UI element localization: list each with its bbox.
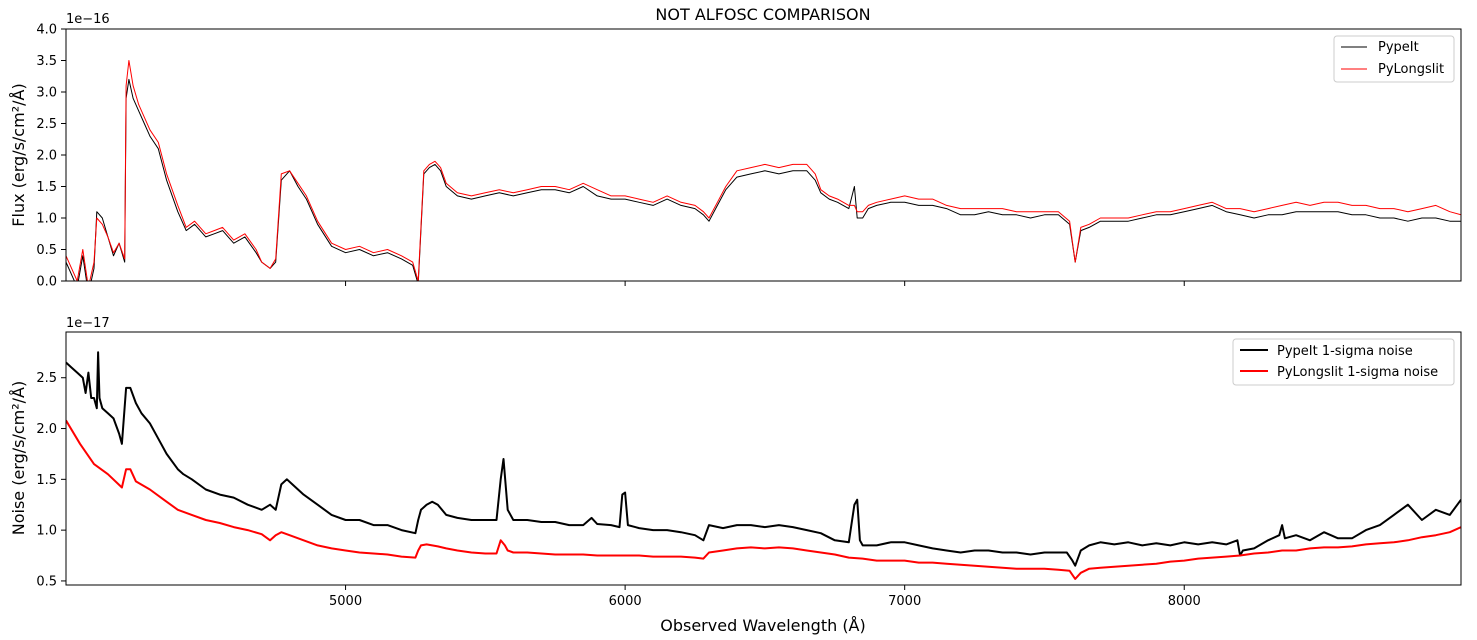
noise-y-ticks: 0.5 1.0 1.5 2.0 2.5 xyxy=(36,371,66,589)
noise-x-ticks: 5000 6000 7000 8000 xyxy=(329,585,1201,609)
flux-series-1-line xyxy=(66,60,1461,281)
flux-legend-label-pypeit: PypeIt xyxy=(1378,40,1419,55)
flux-axes-frame xyxy=(65,28,1462,282)
flux-series-0-line xyxy=(66,78,1461,281)
noise-y-tick-label: 2.0 xyxy=(36,422,57,437)
noise-legend-label-pylongslit: PyLongslit 1-sigma noise xyxy=(1277,365,1438,380)
flux-y-tick-label: 3.5 xyxy=(36,54,57,69)
noise-y-tick-label: 1.5 xyxy=(36,473,57,488)
flux-legend-label-pylongslit: PyLongslit xyxy=(1378,62,1444,77)
flux-legend: PypeIt PyLongslit xyxy=(1333,35,1455,83)
noise-y-tick-label: 2.5 xyxy=(36,371,57,386)
noise-x-tick-label: 8000 xyxy=(1168,594,1201,609)
flux-x-ticks xyxy=(345,281,1185,286)
flux-offset-text: 1e−16 xyxy=(66,12,110,27)
flux-panel: 0.0 0.5 1.0 1.5 2.0 2.5 3.0 3.5 4.0 1e−16 Flux (… xyxy=(9,12,1462,290)
noise-x-tick-label: 6000 xyxy=(609,594,642,609)
noise-legend: PypeIt 1-sigma noise PyLongslit 1-sigma … xyxy=(1232,338,1455,386)
flux-y-tick-label: 1.0 xyxy=(36,212,57,227)
noise-offset-text: 1e−17 xyxy=(66,316,110,331)
flux-y-ticks: 0.0 0.5 1.0 1.5 2.0 2.5 3.0 3.5 4.0 xyxy=(36,23,66,290)
noise-series-lines xyxy=(66,351,1461,580)
flux-y-tick-label: 4.0 xyxy=(36,23,57,38)
noise-series-0-line xyxy=(66,351,1461,567)
flux-y-tick-label: 3.0 xyxy=(36,86,57,101)
noise-series-1-line xyxy=(66,419,1461,580)
noise-axes-frame xyxy=(65,331,1462,586)
flux-y-tick-label: 2.5 xyxy=(36,117,57,132)
flux-y-tick-label: 2.0 xyxy=(36,149,57,164)
noise-y-axis-label: Noise (erg/s/cm²/Å) xyxy=(9,381,28,536)
flux-y-tick-label: 0.0 xyxy=(36,275,57,290)
noise-panel: 0.5 1.0 1.5 2.0 2.5 5000 6000 7000 8000 1e−17 N… xyxy=(9,316,1462,609)
noise-y-tick-label: 0.5 xyxy=(36,574,57,589)
figure-title: NOT ALFOSC COMPARISON xyxy=(655,5,870,24)
noise-y-tick-label: 1.0 xyxy=(36,524,57,539)
noise-x-tick-label: 5000 xyxy=(329,594,362,609)
flux-y-tick-label: 1.5 xyxy=(36,180,57,195)
flux-y-axis-label: Flux (erg/s/cm²/Å) xyxy=(9,83,28,226)
flux-series-lines xyxy=(66,60,1461,281)
flux-y-tick-label: 0.5 xyxy=(36,243,57,258)
noise-legend-label-pypeit: PypeIt 1-sigma noise xyxy=(1277,344,1413,359)
noise-legend-box xyxy=(1232,338,1455,386)
x-axis-label: Observed Wavelength (Å) xyxy=(660,616,866,635)
noise-x-tick-label: 7000 xyxy=(888,594,921,609)
